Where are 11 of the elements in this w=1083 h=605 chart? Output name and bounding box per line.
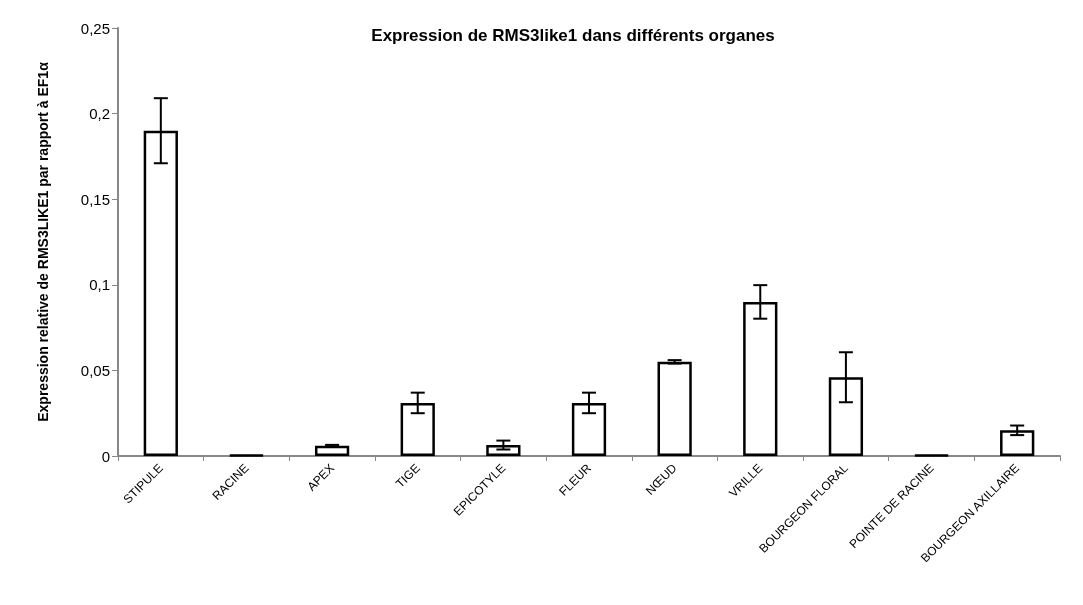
y-tick-label: 0,15 — [80, 190, 110, 208]
y-tick-label: 0 — [101, 447, 110, 465]
y-tick-label: 0,2 — [89, 105, 110, 123]
y-tick-label: 0,25 — [80, 19, 110, 37]
bar — [657, 361, 692, 456]
chart-title: Expression de RMS3like1 dans différents organes — [371, 26, 775, 45]
bar — [314, 445, 350, 456]
y-tick-label: 0,05 — [80, 361, 110, 379]
y-tick-label: 0,1 — [89, 276, 110, 294]
y-axis-title: Expression relative de RMS3LIKE1 par rapport à EF1α — [35, 61, 51, 422]
bar — [1000, 430, 1035, 456]
